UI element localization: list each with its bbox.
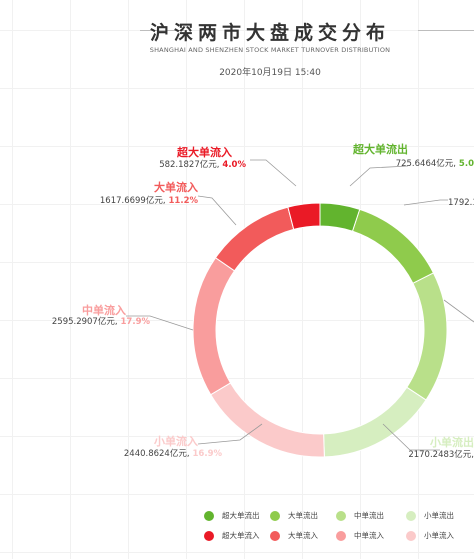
slice-value-label: 2595.2907亿元, 17.9% [52, 316, 151, 327]
legend-item[interactable]: 大单流出 [270, 510, 336, 521]
slice-value-label: 582.1827亿元, 4.0% [159, 159, 246, 170]
slice-value-label: 2440.8624亿元, 16.9% [124, 448, 223, 459]
legend-swatch [406, 530, 416, 541]
title-rule-right [418, 30, 474, 31]
legend-swatch [204, 510, 214, 521]
legend-swatch [336, 510, 346, 521]
slice-name-label: 大单流入 [154, 180, 198, 194]
leader-line [382, 423, 440, 451]
legend-item[interactable]: 超大单流出 [204, 510, 270, 521]
legend-label: 中单流入 [354, 531, 384, 540]
slice-percent-label: 16.9% [190, 449, 223, 459]
legend-item[interactable]: 小单流出 [406, 510, 472, 521]
legend-item[interactable]: 超大单流入 [204, 530, 270, 541]
donut-slice [351, 208, 435, 284]
slice-value-label: 725.6464亿元, 5.0 [396, 158, 474, 169]
donut-slice [287, 202, 321, 230]
slice-name-label: 超大单流出 [352, 142, 408, 156]
legend-item[interactable]: 小单流入 [406, 530, 472, 541]
slice-percent-label: 11.2% [166, 196, 199, 206]
chart-subtitle: SHANGHAI AND SHENZHEN STOCK MARKET TURNO… [149, 46, 391, 54]
legend-label: 小单流出 [424, 511, 454, 520]
leader-line [403, 199, 448, 206]
chart-legend: 超大单流出 大单流出 中单流出 小单流出 超大单流入 大单流入 中单流入 小单流… [204, 510, 474, 541]
slice-name-label: 中单流入 [82, 303, 126, 317]
legend-swatch [336, 530, 346, 541]
leader-line [197, 195, 237, 226]
legend-label: 中单流出 [354, 511, 384, 520]
title-rule-left [140, 30, 184, 31]
legend-label: 小单流入 [424, 531, 454, 540]
legend-label: 超大单流入 [222, 531, 260, 540]
legend-label: 超大单流出 [222, 511, 260, 520]
slice-value-label: 1792.1 [448, 198, 474, 208]
slice-name-label: 小单流出 [429, 435, 474, 449]
legend-swatch [406, 510, 416, 521]
chart-datetime: 2020年10月19日 15:40 [219, 68, 321, 78]
legend-label: 大单流入 [288, 531, 318, 540]
legend-item[interactable]: 中单流出 [336, 510, 406, 521]
legend-item[interactable]: 大单流入 [270, 530, 336, 541]
slice-name-label: 超大单流入 [176, 145, 232, 159]
donut-slice [214, 206, 295, 272]
slice-percent-label: 17.9% [118, 317, 151, 327]
donut-slice [323, 386, 427, 458]
leader-line [250, 159, 297, 187]
legend-swatch [270, 530, 280, 541]
leader-line [126, 315, 194, 331]
slice-value-label: 2170.2483亿元, [408, 449, 474, 460]
donut-slice [406, 272, 448, 401]
legend-swatch [270, 510, 280, 521]
legend-label: 大单流出 [288, 511, 318, 520]
leader-line [349, 165, 409, 187]
legend-item[interactable]: 中单流入 [336, 530, 406, 541]
legend-swatch [204, 530, 214, 541]
slice-value-label: 1617.6699亿元, 11.2% [100, 195, 199, 206]
slice-percent-label: 5.0 [456, 159, 474, 169]
donut-slice [209, 382, 325, 458]
leader-line [443, 299, 474, 323]
slice-name-label: 小单流入 [153, 434, 198, 448]
chart-title: 沪深两市大盘成交分布 [149, 22, 390, 44]
slice-percent-label: 4.0% [219, 160, 246, 170]
leader-line [197, 423, 263, 445]
donut-slice [192, 257, 236, 396]
